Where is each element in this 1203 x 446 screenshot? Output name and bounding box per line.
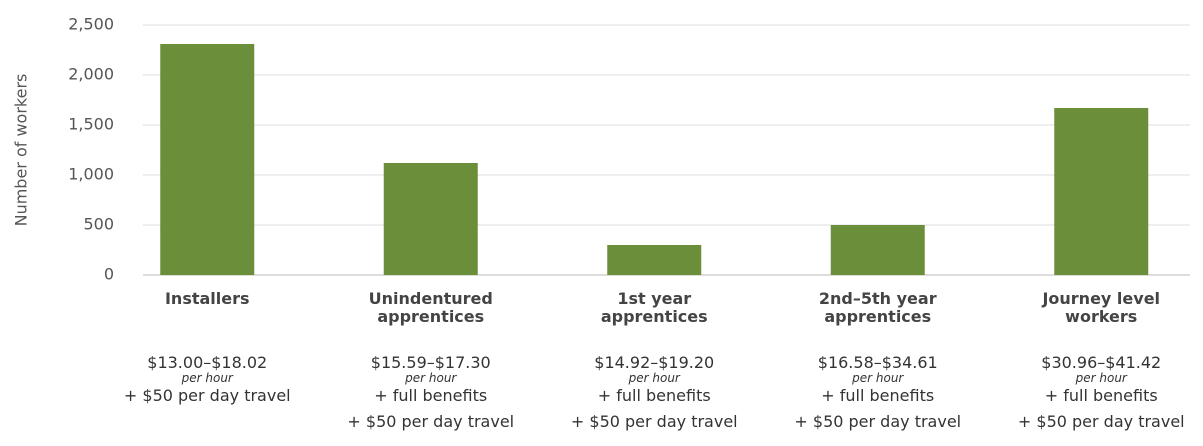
wage-extra: + full benefits bbox=[1044, 386, 1158, 405]
wage-range: $15.59–$17.30 bbox=[370, 353, 491, 372]
wage-range: $16.58–$34.61 bbox=[817, 353, 938, 372]
wage-note: $30.96–$41.42 per hour + full benefits + $5… bbox=[991, 353, 1203, 431]
wage-extra: + $50 per day travel bbox=[123, 386, 291, 405]
x-tick-label: Journey level workers bbox=[1042, 289, 1161, 326]
x-tick-label: Unindentured apprentices bbox=[368, 289, 493, 326]
x-tick-label: 2nd–5th year apprentices bbox=[818, 289, 937, 326]
y-tick-label: 2,500 bbox=[68, 15, 114, 34]
bar bbox=[830, 225, 925, 275]
bar bbox=[383, 163, 478, 275]
wage-note: $14.92–$19.20 per hour + full benefits + $5… bbox=[544, 353, 764, 431]
wage-extra: + $50 per day travel bbox=[794, 412, 962, 431]
wage-extra: + $50 per day travel bbox=[347, 412, 515, 431]
wage-unit: per hour bbox=[181, 371, 233, 385]
wage-note: $13.00–$18.02 per hour + $50 per day trave… bbox=[97, 353, 317, 405]
wage-extra: + full benefits bbox=[597, 386, 711, 405]
wage-range: $30.96–$41.42 bbox=[1041, 353, 1162, 372]
wage-unit: per hour bbox=[852, 371, 904, 385]
bar bbox=[1054, 108, 1149, 275]
bar bbox=[607, 245, 702, 275]
y-axis-title: Number of workers bbox=[12, 74, 31, 227]
x-tick-label: 1st year apprentices bbox=[600, 289, 708, 326]
x-tick-label: Installers bbox=[164, 289, 250, 308]
bar bbox=[160, 44, 255, 275]
y-tick-label: 0 bbox=[104, 265, 114, 284]
y-tick-label: 1,000 bbox=[68, 165, 114, 184]
wage-unit: per hour bbox=[1075, 371, 1127, 385]
wage-extra: + full benefits bbox=[374, 386, 488, 405]
y-tick-label: 1,500 bbox=[68, 115, 114, 134]
y-tick-label: 2,000 bbox=[68, 65, 114, 84]
wage-extra: + $50 per day travel bbox=[570, 412, 738, 431]
wage-extra: + $50 per day travel bbox=[1017, 412, 1185, 431]
y-tick-label: 500 bbox=[83, 215, 114, 234]
wage-unit: per hour bbox=[405, 371, 457, 385]
wage-note: $15.59–$17.30 per hour + full benefits + $5… bbox=[321, 353, 541, 431]
wage-range: $14.92–$19.20 bbox=[594, 353, 715, 372]
wage-unit: per hour bbox=[628, 371, 680, 385]
wage-range: $13.00–$18.02 bbox=[147, 353, 268, 372]
wage-note: $16.58–$34.61 per hour + full benefits + $5… bbox=[768, 353, 988, 431]
wage-extra: + full benefits bbox=[821, 386, 935, 405]
